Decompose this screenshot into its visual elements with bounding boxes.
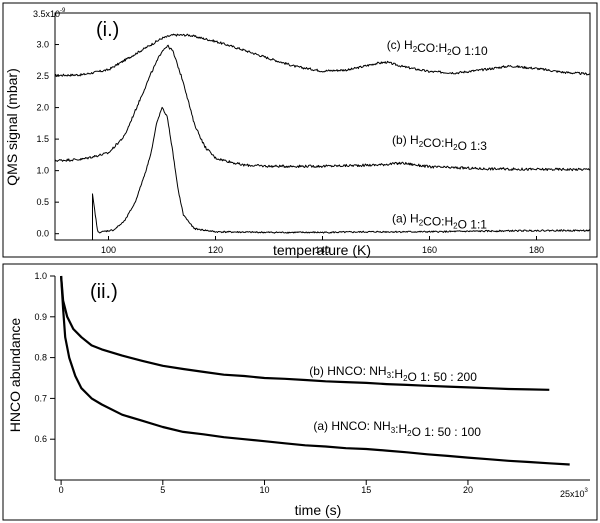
- curve-labels: (b) HNCO: NH3:H2O 1: 50 : 200(a) HNCO: N…: [309, 364, 481, 439]
- y-tick-label: 1.0: [36, 166, 49, 176]
- curve-label-part: O 1: 50 : 200: [408, 370, 478, 384]
- curve-label-part: CO:H: [423, 136, 453, 150]
- curve-label-part: :H: [391, 367, 403, 381]
- curve-label-part: 2: [413, 45, 418, 54]
- y-axis-label: QMS signal (mbar): [4, 68, 20, 185]
- y-tick-label: 0.0: [36, 229, 49, 239]
- x-axis-ticks: 100 120 140 160 180: [101, 236, 544, 255]
- x-tick-label: 140: [315, 245, 330, 255]
- y-tick-label: 2.0: [36, 103, 49, 113]
- x-axis-ticks: 0 5 10 15 20: [59, 480, 473, 495]
- x-tick-label: 120: [208, 245, 223, 255]
- y-axis-ticks: 0.0 0.5 1.0 1.5 2.0 2.5 3.0: [36, 40, 59, 239]
- y-axis-label: HNCO abundance: [7, 318, 23, 433]
- y-tick-label: 2.5: [36, 71, 49, 81]
- y-tick-label: 0.8: [34, 353, 47, 363]
- curve-label-part: (a) H: [392, 211, 419, 225]
- curve-label-part: 3: [387, 371, 392, 380]
- curve-label-part: CO:H: [417, 41, 447, 55]
- x-tick-label: 10: [260, 485, 270, 495]
- series-line-b-h2co-h2o-1-3: [54, 44, 591, 172]
- curve-label-part: (b) H: [392, 133, 419, 147]
- y-tick-label: 3.0: [36, 40, 49, 50]
- curve-labels: (c) H2CO:H2O 1:10(b) H2CO:H2O 1:3(a) H2C…: [387, 38, 488, 231]
- y-tick-label: 0.7: [34, 393, 47, 403]
- x-tick-label: 180: [529, 245, 544, 255]
- curve-label-part: O 1:1: [458, 217, 488, 231]
- chart-temperature-panel: 0.0 0.5 1.0 1.5 2.0 2.5 3.0 100 120 140 160 180 (c…: [4, 8, 591, 258]
- x-tick-label: 15: [361, 485, 371, 495]
- chart-time-panel: 0.60.70.80.91.0 0 5 10 15 20 (b) HNCO: NH3:H…: [7, 271, 590, 518]
- panel-label-ii: (ii.): [90, 281, 118, 303]
- curve-label-b-h2co-h2o-1-3: (b) H2CO:H2O 1:3: [392, 133, 487, 153]
- curve-label-part: (a) HNCO: NH: [313, 419, 390, 433]
- y-tick-label: 1.0: [34, 271, 47, 281]
- plot-area-frame: [54, 12, 591, 241]
- series-group: [54, 33, 591, 240]
- y-tick-label: 0.6: [34, 434, 47, 444]
- curve-label-part: 2: [453, 221, 458, 230]
- curve-label-part: (c) H: [387, 38, 413, 52]
- curve-label-part: 2: [419, 218, 424, 227]
- curve-label-part: 2: [453, 143, 458, 152]
- curve-label-part: 2: [447, 48, 452, 57]
- x-tick-label: 160: [422, 245, 437, 255]
- series-group: [60, 275, 570, 466]
- x-axis-label: time (s): [295, 502, 342, 518]
- curve-label-part: CO:H: [423, 214, 453, 228]
- curve-label-part: 2: [419, 140, 424, 149]
- x-axis-right-label: 25x103: [560, 488, 589, 499]
- y-tick-label: 0.9: [34, 312, 47, 322]
- y-axis-top-label: 3.5x10-9: [33, 8, 66, 19]
- curve-label-part: :H: [395, 422, 407, 436]
- y-tick-label: 1.5: [36, 134, 49, 144]
- series-line-b-hnco-nh3-h2o-1-50-200: [60, 275, 550, 391]
- panel-i-frame: [2, 2, 598, 258]
- y-axis-ticks: 0.6 0.7 0.8 0.9 1.0: [34, 271, 55, 444]
- curve-label-part: O 1: 50 : 100: [412, 425, 482, 439]
- series-line-c-h2co-h2o-1-10: [55, 33, 591, 77]
- curve-label-part: 2: [407, 429, 412, 438]
- series-line-a-hnco-nh3-h2o-1-50-100: [60, 275, 570, 466]
- panel-ii-frame: [2, 263, 598, 521]
- x-tick-label: 20: [463, 485, 473, 495]
- y-tick-label: 0.5: [36, 197, 49, 207]
- curve-label-part: O 1:3: [458, 139, 488, 153]
- panel-label-i: (i.): [96, 19, 119, 41]
- curve-label-part: 2: [403, 374, 408, 383]
- x-tick-label: 0: [59, 485, 64, 495]
- curve-label-b-hnco-nh3-h2o-1-50-200: (b) HNCO: NH3:H2O 1: 50 : 200: [309, 364, 477, 384]
- curve-label-c-h2co-h2o-1-10: (c) H2CO:H2O 1:10: [387, 38, 488, 58]
- curve-label-part: (b) HNCO: NH: [309, 364, 386, 378]
- x-tick-label: 100: [101, 245, 116, 255]
- curve-label-part: 3: [391, 426, 396, 435]
- x-axis-right-exponent: 3: [585, 488, 589, 494]
- y-axis-top-exponent: -9: [60, 8, 66, 14]
- curve-label-a-h2co-h2o-1-1: (a) H2CO:H2O 1:1: [392, 211, 487, 231]
- x-tick-label: 5: [160, 485, 165, 495]
- x-axis-label: temperature (K): [273, 242, 371, 258]
- curve-label-part: O 1:10: [452, 44, 488, 58]
- curve-label-a-hnco-nh3-h2o-1-50-100: (a) HNCO: NH3:H2O 1: 50 : 100: [313, 419, 481, 439]
- series-line-a-h2co-h2o-1-1: [92, 106, 591, 240]
